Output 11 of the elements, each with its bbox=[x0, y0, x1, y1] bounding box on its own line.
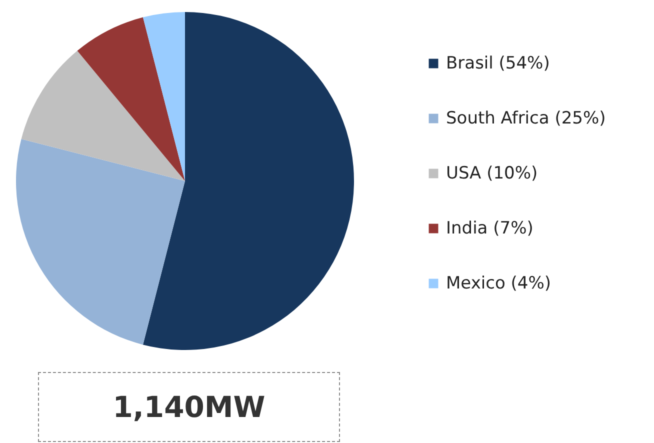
legend-label: USA (10%) bbox=[446, 164, 538, 184]
pie-slice bbox=[21, 50, 185, 181]
legend-label: Brasil (54%) bbox=[446, 54, 550, 74]
legend-label: India (7%) bbox=[446, 218, 534, 238]
dashed-frame: 1,140MW bbox=[38, 372, 340, 442]
legend-label: South Africa (25%) bbox=[446, 108, 606, 128]
pie-slice bbox=[16, 138, 185, 345]
legend-label: Mexico (4%) bbox=[446, 274, 551, 294]
pie-slice bbox=[142, 12, 185, 181]
pie-slice bbox=[142, 12, 354, 350]
pie-slice bbox=[77, 17, 185, 181]
